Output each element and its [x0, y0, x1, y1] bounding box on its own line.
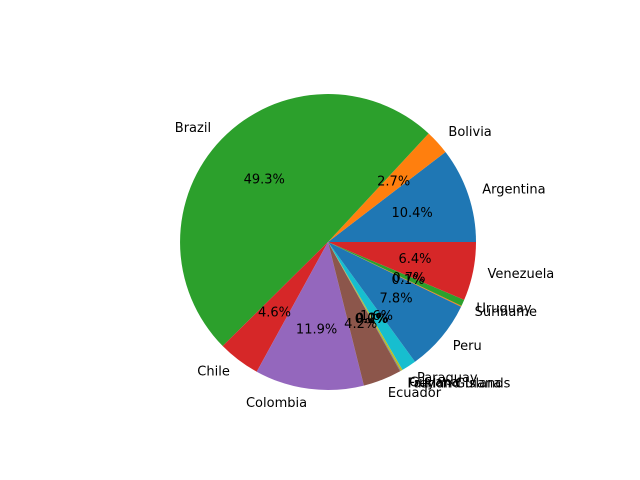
slice-label-paraguay: Paraguay [417, 371, 478, 386]
pie-slice-guyana [328, 242, 403, 371]
slice-label-peru: Peru [453, 339, 482, 354]
pie-slice-peru [328, 242, 462, 362]
slice-percent-suriname: 0.1% [391, 273, 424, 288]
slice-label-chile: Chile [197, 364, 230, 379]
slice-label-bolivia: Bolivia [448, 125, 491, 140]
slice-label-suriname: Suriname [475, 305, 537, 320]
pie-slice-bolivia [328, 133, 446, 242]
slice-label-french-guiana: French Guiana [408, 376, 501, 391]
slice-label-falkland-islands: Falkland Islands [407, 377, 510, 392]
pie-slice-brazil [180, 94, 429, 346]
slice-label-brazil: Brazil [175, 121, 211, 136]
slice-percent-argentina: 10.4% [391, 206, 432, 221]
slice-percent-ecuador: 4.2% [344, 317, 377, 332]
slice-percent-falkland-islands: 0.0% [355, 312, 388, 327]
pie-slice-suriname [328, 242, 462, 307]
slice-label-colombia: Colombia [246, 396, 307, 411]
slices-layer [180, 94, 476, 390]
pie-slice-chile [222, 242, 328, 372]
slice-percent-french-guiana: 0.1% [355, 312, 388, 327]
slice-percent-uruguay: 0.7% [392, 271, 425, 286]
slice-percent-paraguay: 1.6% [360, 309, 393, 324]
slice-percent-bolivia: 2.7% [377, 175, 410, 190]
slice-percent-chile: 4.6% [258, 305, 291, 320]
slice-percent-colombia: 11.9% [296, 323, 337, 338]
slice-label-guyana: Guyana [409, 376, 459, 391]
pie-slice-french-guiana [328, 242, 401, 372]
labels-layer: Argentina 10.4% Bolivia 2.7% Brazil 49.3% Chil… [175, 121, 554, 411]
pie-slice-ecuador [328, 242, 401, 386]
slice-label-uruguay: Uruguay [476, 301, 532, 316]
slice-percent-guyana: 0.2% [356, 312, 389, 327]
pie-slice-uruguay [328, 242, 465, 306]
slice-percent-brazil: 49.3% [244, 173, 285, 188]
pie-slice-argentina [328, 152, 476, 242]
pie-slice-venezuela [328, 242, 476, 300]
slice-percent-venezuela: 6.4% [398, 252, 431, 267]
pie-slice-colombia [256, 242, 364, 390]
slice-label-ecuador: Ecuador [388, 386, 442, 401]
pie-slice-paraguay [328, 242, 415, 370]
slice-label-venezuela: Venezuela [488, 267, 555, 282]
slice-label-argentina: Argentina [482, 182, 545, 197]
slice-percent-peru: 7.8% [380, 292, 413, 307]
